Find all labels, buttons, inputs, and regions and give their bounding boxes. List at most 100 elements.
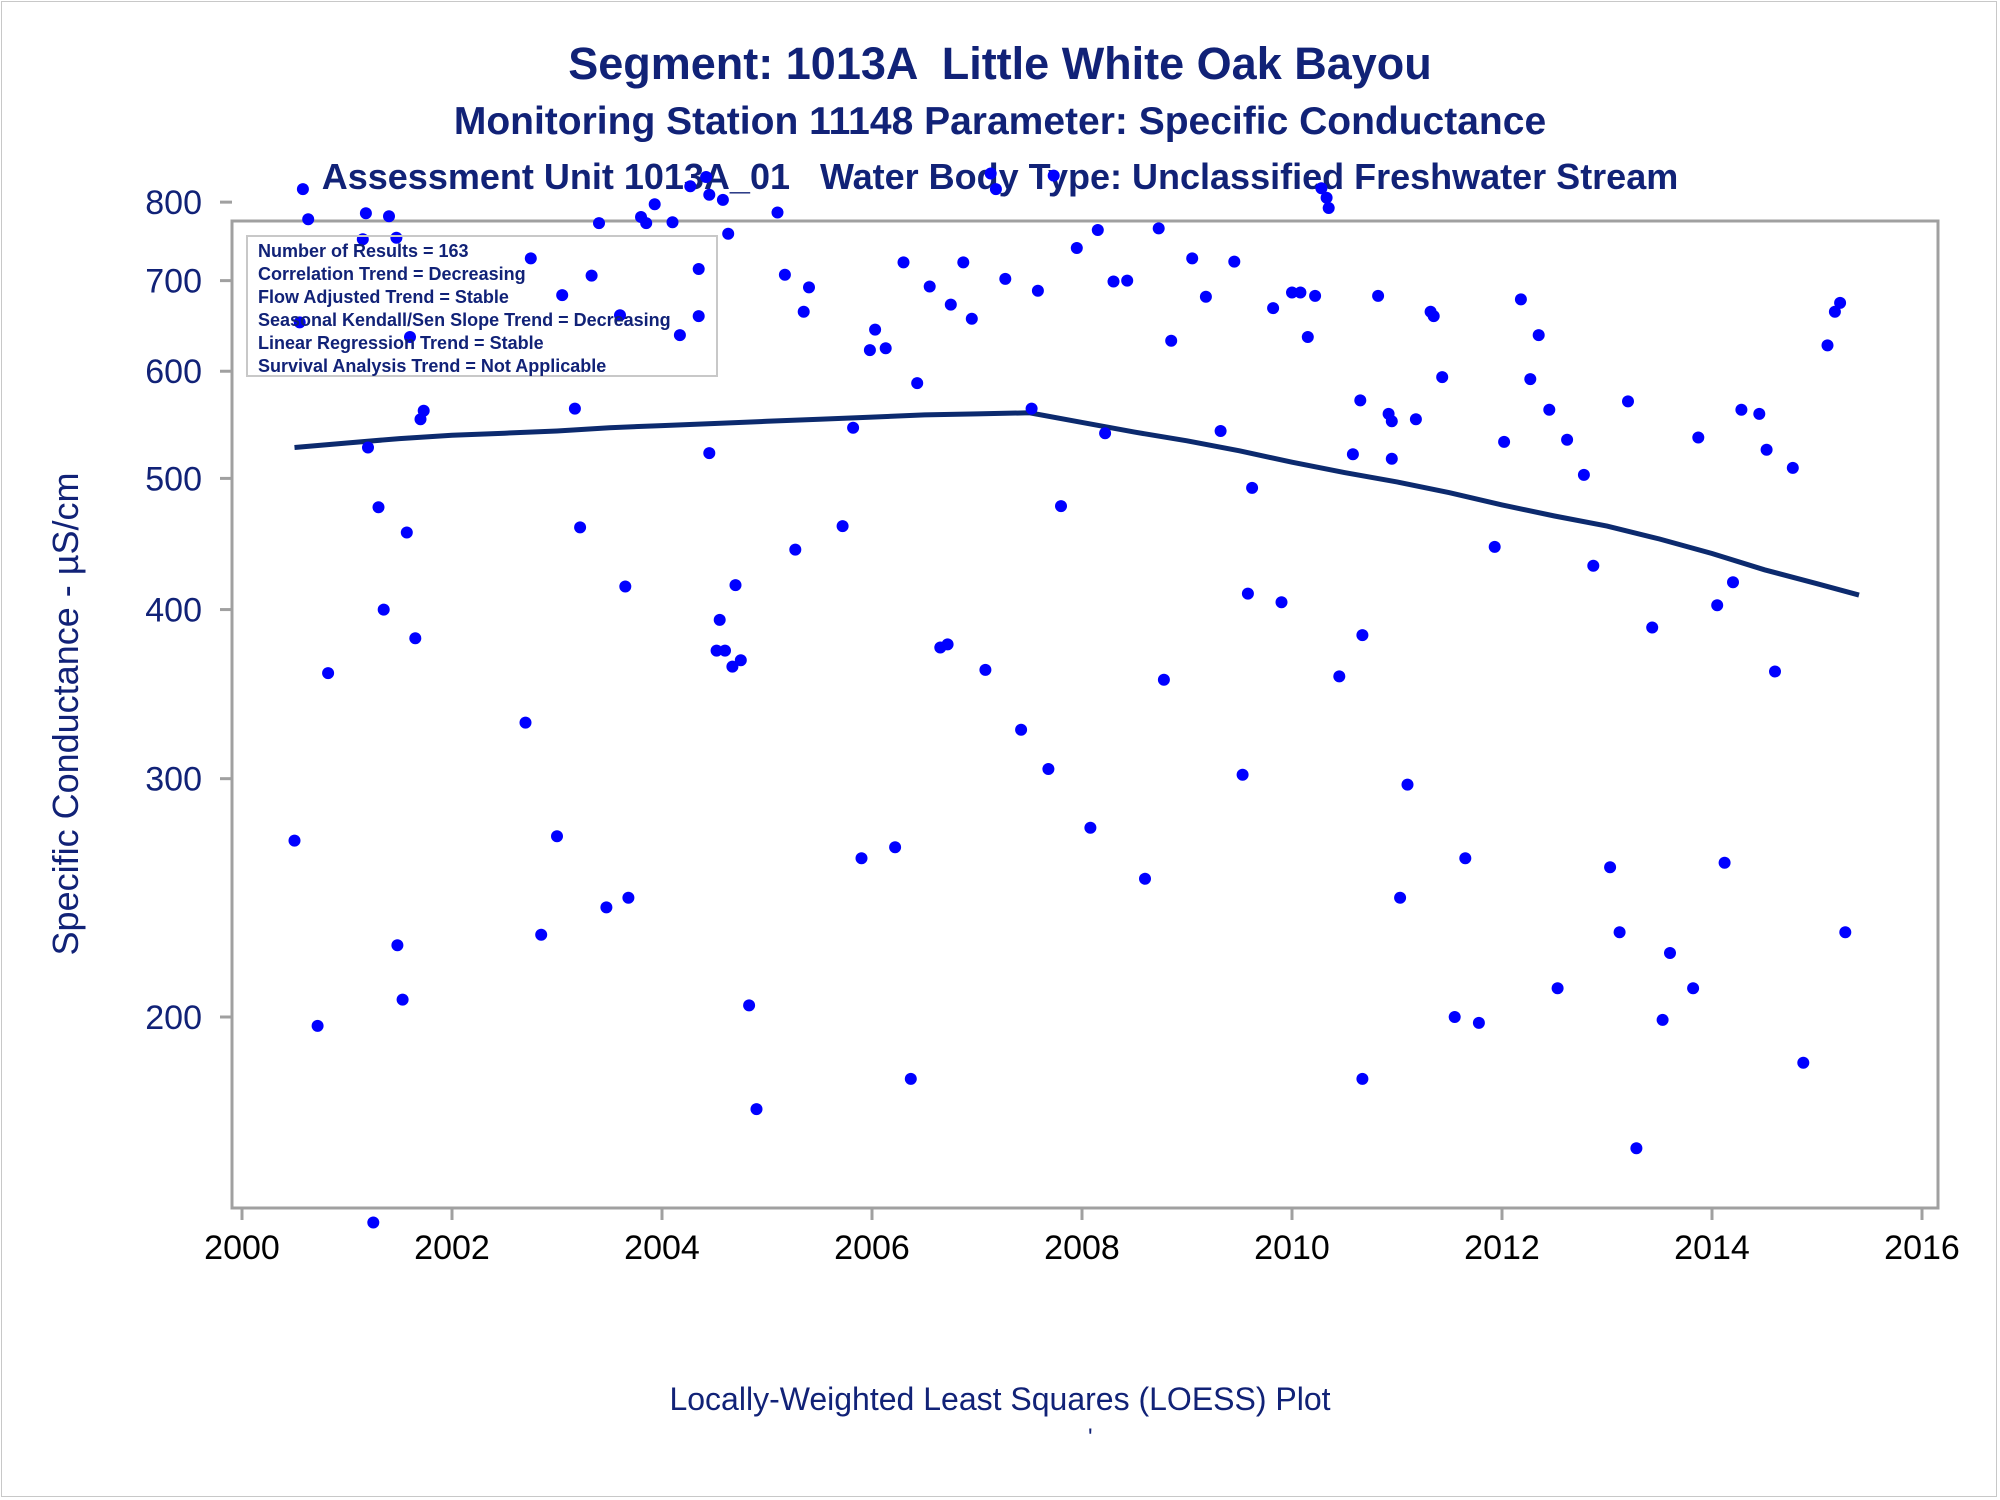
data-point — [1687, 982, 1700, 995]
data-point — [1561, 433, 1574, 446]
data-point — [1498, 435, 1511, 448]
chart-title: Segment: 1013A Little White Oak Bayou — [568, 38, 1432, 89]
data-point — [362, 441, 374, 454]
data-point — [296, 183, 309, 196]
y-tick-label: 800 — [145, 184, 202, 222]
data-point — [771, 206, 784, 219]
data-point — [879, 342, 892, 355]
data-point — [1613, 926, 1626, 939]
data-point — [619, 580, 632, 593]
data-point — [519, 716, 532, 729]
data-point — [989, 183, 1002, 196]
data-point — [863, 344, 876, 357]
data-point — [372, 501, 385, 514]
data-point — [1735, 403, 1748, 416]
data-point — [1228, 255, 1241, 268]
data-point — [404, 331, 416, 343]
data-point — [889, 841, 902, 854]
data-point — [1488, 540, 1501, 553]
info-box-border — [246, 235, 718, 377]
data-point — [1286, 286, 1298, 299]
data-point — [1760, 443, 1773, 456]
data-point — [1246, 481, 1259, 494]
data-point — [1091, 224, 1104, 236]
data-point — [1372, 289, 1385, 302]
data-point — [1622, 395, 1634, 408]
info-box-line: Number of Results = 163 — [258, 241, 469, 261]
y-tick-label: 200 — [145, 999, 202, 1037]
data-point — [1401, 778, 1414, 791]
info-box: Number of Results = 163 Correlation Trend… — [246, 235, 718, 377]
data-point — [1604, 861, 1617, 874]
data-point — [1121, 274, 1134, 287]
data-point — [574, 521, 587, 534]
data-point — [722, 227, 735, 240]
data-point — [1427, 310, 1440, 323]
data-point — [836, 520, 849, 533]
data-point — [944, 298, 957, 311]
data-point — [719, 644, 731, 657]
data-point — [1275, 596, 1288, 609]
data-point — [734, 654, 747, 667]
data-point — [778, 268, 791, 281]
loess-line — [294, 410, 1860, 598]
data-point — [1346, 448, 1359, 461]
data-point — [302, 213, 315, 226]
info-box-line: Seasonal Kendall/Sen Slope Trend = Decre… — [258, 310, 671, 330]
data-point — [1199, 290, 1212, 303]
data-point — [409, 632, 422, 645]
data-point — [1532, 329, 1545, 342]
data-point — [614, 309, 626, 322]
data-point — [692, 310, 705, 323]
data-point — [1099, 427, 1112, 440]
data-point — [1157, 673, 1170, 686]
data-point — [1472, 1016, 1485, 1029]
data-point — [1786, 461, 1799, 474]
data-point — [293, 316, 306, 329]
data-point — [1267, 302, 1280, 315]
y-tick-label: 500 — [145, 460, 202, 498]
data-point — [1084, 821, 1097, 834]
data-point — [1551, 982, 1564, 995]
data-point — [1356, 629, 1369, 642]
data-point — [1333, 670, 1346, 683]
x-tick-label: 2014 — [1674, 1229, 1750, 1267]
data-point — [716, 193, 729, 206]
data-point — [1409, 413, 1422, 426]
data-point — [1301, 331, 1314, 343]
data-point — [957, 256, 970, 269]
x-tick-label: 2006 — [834, 1229, 910, 1267]
data-point — [700, 171, 713, 183]
data-point — [1514, 293, 1527, 306]
y-tick-label: 400 — [145, 592, 202, 630]
data-point — [1769, 665, 1781, 678]
x-tick-label: 2010 — [1254, 1229, 1330, 1267]
data-point — [1656, 1013, 1669, 1026]
data-point — [396, 993, 409, 1006]
data-point — [556, 289, 569, 302]
data-point — [1524, 373, 1537, 386]
data-point — [1015, 723, 1028, 736]
data-point — [984, 167, 997, 180]
data-point — [1718, 856, 1731, 869]
x-tick-label: 2008 — [1044, 1229, 1120, 1267]
x-tick-label: 2002 — [414, 1229, 490, 1267]
data-point — [979, 663, 992, 676]
data-point — [1448, 1011, 1461, 1023]
data-point — [1753, 407, 1766, 420]
data-point — [1436, 371, 1449, 384]
data-point — [803, 281, 815, 294]
info-box-line: Correlation Trend = Decreasing — [258, 264, 526, 284]
data-point — [551, 830, 563, 843]
data-point — [1459, 852, 1472, 865]
data-point — [377, 603, 390, 616]
data-point — [359, 207, 372, 220]
data-point — [1042, 763, 1055, 775]
data-point — [999, 272, 1012, 285]
data-point — [322, 667, 335, 680]
data-point — [750, 1103, 763, 1116]
data-point — [622, 891, 635, 904]
footnote-mark: ' — [1088, 1424, 1093, 1451]
data-point — [1025, 402, 1038, 415]
data-point — [1727, 576, 1739, 589]
